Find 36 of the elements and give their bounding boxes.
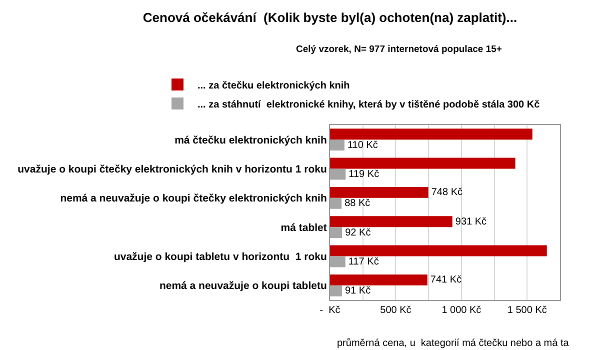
bar [330, 158, 516, 169]
x-tick-label: 1 000 Kč [442, 305, 482, 316]
data-label: 110 Kč [347, 140, 378, 151]
text: průměrná cena, u kategorií má čtečku nebo a má ta [337, 337, 570, 349]
chart-subtitle: Celý vzorek, N= 977 internetová populace 15+ [296, 44, 502, 55]
bar [330, 216, 452, 228]
chart-title: Cenová očekávání (Kolik byste byl(a) ochoten(na) zaplatit)... [142, 10, 518, 26]
bar [330, 245, 547, 256]
bar [330, 227, 342, 238]
legend-label: ... za stáhnutí elektronické knihy, která by v tištěné podobě stála 300 Kč [198, 99, 540, 110]
data-label: 92 Kč [345, 227, 371, 238]
x-tick-label: 1 500 Kč [507, 305, 547, 316]
data-label: 741 Kč [430, 274, 462, 286]
y-tick-label: má tablet [280, 222, 328, 234]
bar [330, 128, 532, 140]
y-tick-label: nemá a neuvažuje o koupi tabletu [159, 280, 327, 292]
y-tick-label: má čtečku elektronických knih [174, 134, 327, 146]
data-label: 119 Kč [348, 168, 380, 180]
y-tick-label: uvažuje o koupi čtečky elektronických knih v horizontu 1 roku [18, 163, 327, 176]
bar [330, 256, 346, 268]
data-label: 91 Kč [344, 286, 371, 297]
data-label: 931 Kč [455, 216, 487, 228]
data-label: 88 Kč [344, 198, 370, 210]
data-label: 117 Kč [348, 256, 379, 268]
bar [330, 198, 342, 209]
bar [330, 168, 346, 180]
bar [330, 140, 344, 151]
bar [330, 285, 342, 296]
bar [330, 274, 428, 286]
legend-label: ... za čtečku elektronických knih [198, 80, 350, 92]
y-tick-label: uvažuje o koupi tabletu v horizontu 1 roku [114, 250, 327, 263]
x-tick-label: 500 Kč [380, 305, 412, 316]
data-label: 748 Kč [431, 187, 463, 198]
bar [330, 186, 428, 198]
y-tick-label: nemá a neuvažuje o koupi čtečky elektronických knih [60, 192, 327, 205]
x-tick-label: - Kč [320, 305, 340, 316]
